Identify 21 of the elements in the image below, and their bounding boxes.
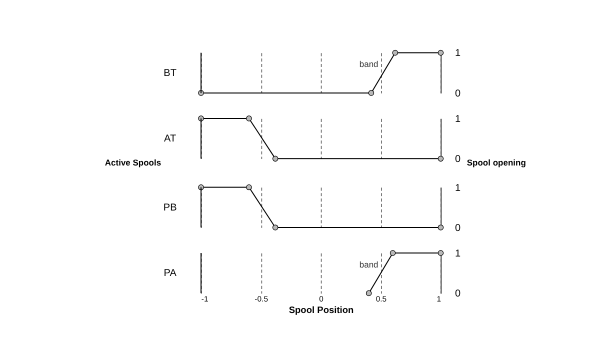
- x-tick-label: -0.5: [254, 294, 268, 304]
- text: Active Spools: [104, 158, 162, 168]
- text: Spool opening: [466, 158, 526, 168]
- annotation: band: [359, 59, 379, 70]
- y-tick-label: 0: [455, 154, 462, 166]
- y-axis-title: BT: [164, 68, 177, 79]
- x-tick-label: -1: [201, 294, 208, 304]
- x-tick-label: 0.5: [376, 294, 387, 304]
- annotation: band: [359, 259, 379, 270]
- y-tick-label: 1: [455, 114, 462, 125]
- y-axis-title: PA: [164, 268, 177, 280]
- y-axis-title: AT: [164, 134, 176, 145]
- x-axis-title: Spool Position: [288, 304, 354, 315]
- y-axis-title: PB: [163, 202, 178, 214]
- y-tick-label: 0: [455, 222, 462, 234]
- y-tick-label: 1: [455, 48, 462, 60]
- x-tick-label: 1: [436, 294, 442, 304]
- y-tick-label: 1: [455, 182, 462, 194]
- y-tick-label: 1: [455, 248, 462, 260]
- y-tick-label: 0: [455, 88, 462, 100]
- x-tick-label: 0: [319, 294, 324, 304]
